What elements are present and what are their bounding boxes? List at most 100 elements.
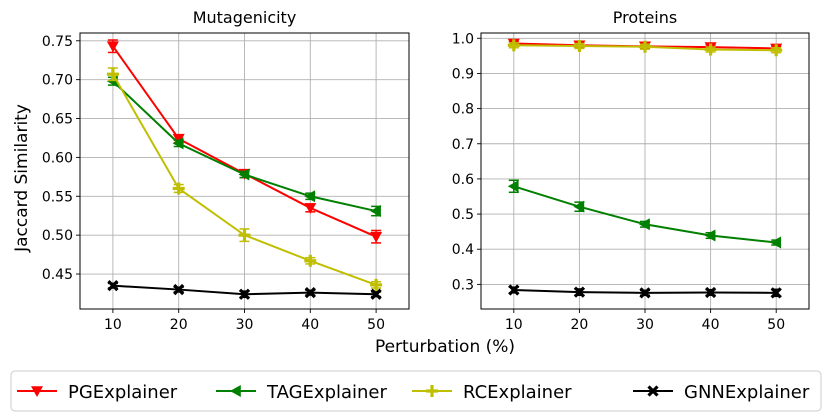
y-tick-label: 0.9 bbox=[452, 66, 474, 82]
y-tick-label: 1.0 bbox=[452, 31, 474, 47]
x-marker-stroke bbox=[508, 284, 520, 296]
data-point bbox=[704, 43, 717, 56]
legend-marker bbox=[647, 385, 659, 397]
x-marker-stroke bbox=[639, 287, 651, 299]
y-tick-label: 0.3 bbox=[452, 277, 474, 293]
y-tick-label: 0.5 bbox=[452, 207, 474, 223]
y-tick-label: 0.70 bbox=[42, 73, 73, 89]
x-marker-stroke bbox=[647, 385, 659, 397]
data-point bbox=[172, 133, 185, 145]
data-point bbox=[704, 229, 716, 242]
data-point bbox=[304, 287, 316, 299]
data-point bbox=[507, 39, 520, 52]
legend-marker bbox=[31, 386, 43, 397]
y-tick-label: 0.50 bbox=[42, 228, 73, 244]
data-point bbox=[573, 286, 586, 298]
data-point bbox=[172, 182, 185, 195]
y-tick-label: 0.8 bbox=[452, 102, 474, 118]
legend-item-rcexplainer: RCExplainer bbox=[412, 382, 572, 403]
x-tick-label: 30 bbox=[636, 317, 654, 333]
data-point bbox=[508, 284, 520, 296]
data-point bbox=[639, 218, 650, 231]
legend: PGExplainer TAGExplainer RCExplainer GNNExp… bbox=[10, 370, 822, 412]
legend-item-tagexplainer: TAGExplainer bbox=[216, 382, 388, 403]
x-marker-stroke bbox=[107, 280, 119, 292]
data-point bbox=[304, 203, 317, 214]
legend-marker bbox=[230, 385, 241, 397]
legend-label: TAGExplainer bbox=[266, 382, 388, 403]
x-marker-stroke bbox=[704, 286, 717, 299]
series-rcexplainer bbox=[106, 67, 383, 291]
data-point bbox=[573, 40, 586, 53]
y-tick-label: 0.7 bbox=[452, 137, 474, 153]
y-tick-label: 0.4 bbox=[452, 242, 474, 258]
series-rcexplainer bbox=[507, 39, 783, 57]
x-tick-label: 10 bbox=[505, 317, 523, 333]
legend-label: RCExplainer bbox=[463, 382, 572, 403]
y-tick-label: 0.60 bbox=[42, 150, 73, 166]
y-tick-label: 0.6 bbox=[452, 172, 474, 188]
series-gnnexplainer bbox=[508, 284, 782, 299]
data-point bbox=[304, 190, 316, 203]
plus-marker-bar bbox=[577, 40, 581, 53]
data-point bbox=[770, 236, 781, 249]
legend-item-pgexplainer: PGExplainer bbox=[17, 382, 178, 403]
plus-marker-bar bbox=[709, 43, 713, 56]
data-point bbox=[770, 287, 782, 299]
plus-marker-bar bbox=[374, 278, 378, 291]
data-point bbox=[238, 229, 251, 242]
data-point bbox=[370, 288, 382, 300]
legend-marker bbox=[426, 385, 438, 397]
x-marker-stroke bbox=[770, 287, 782, 299]
data-point bbox=[304, 254, 317, 267]
x-tick-label: 50 bbox=[367, 317, 385, 333]
plot-frame bbox=[79, 32, 410, 310]
data-point bbox=[639, 287, 651, 299]
x-tick-label: 50 bbox=[767, 317, 785, 333]
chart-title: Proteins bbox=[613, 8, 677, 27]
legend-item-gnnexplainer: GNNExplainer bbox=[633, 382, 810, 403]
chart-mutagenicity: 10 20 30 40 50 0.45 0.50 0.55 0.60 0.65 0.70 0.75 Mu… bbox=[42, 8, 410, 333]
plus-marker-bar bbox=[512, 39, 516, 52]
plus-marker-bar bbox=[242, 229, 247, 242]
y-tick-label: 0.75 bbox=[42, 34, 73, 50]
plot-frame bbox=[480, 32, 810, 310]
data-point bbox=[770, 44, 783, 57]
grid bbox=[80, 33, 409, 309]
data-point bbox=[704, 286, 717, 299]
data-point bbox=[370, 205, 381, 218]
data-point bbox=[639, 40, 651, 53]
x-tick-label: 40 bbox=[301, 317, 319, 333]
data-point bbox=[238, 168, 250, 181]
x-marker-stroke bbox=[238, 288, 251, 300]
legend-label: GNNExplainer bbox=[684, 382, 810, 403]
data-point bbox=[106, 41, 119, 53]
y-tick-label: 0.45 bbox=[42, 267, 73, 283]
plus-marker-bar bbox=[774, 44, 778, 57]
grid bbox=[481, 33, 809, 309]
x-tick-label: 40 bbox=[702, 317, 720, 333]
data-point bbox=[507, 180, 519, 193]
data-point bbox=[370, 231, 383, 243]
y-tick-label: 0.65 bbox=[42, 112, 73, 128]
x-tick-label: 10 bbox=[104, 317, 122, 333]
plus-marker-bar bbox=[111, 68, 115, 81]
y-axis-label: Jaccard Similarity bbox=[12, 104, 32, 253]
x-marker-stroke bbox=[304, 287, 316, 299]
plus-marker-bar bbox=[308, 254, 312, 267]
series-tagexplainer bbox=[507, 179, 782, 249]
x-marker-stroke bbox=[370, 288, 382, 300]
x-axis-label: Perturbation (%) bbox=[375, 337, 515, 357]
legend-label: PGExplainer bbox=[68, 382, 178, 403]
x-tick-label: 30 bbox=[236, 317, 254, 333]
chart-title: Mutagenicity bbox=[193, 8, 297, 27]
x-tick-label: 20 bbox=[170, 317, 188, 333]
plus-marker-bar bbox=[430, 385, 434, 397]
data-point bbox=[173, 283, 185, 296]
plus-marker-bar bbox=[177, 182, 181, 195]
x-tick-label: 20 bbox=[570, 317, 588, 333]
chart-proteins: 10 20 30 40 50 0.3 0.4 0.5 0.6 0.7 0.8 0.9 1.0 Protei… bbox=[452, 8, 810, 333]
data-point bbox=[172, 137, 184, 150]
data-point bbox=[573, 200, 585, 213]
